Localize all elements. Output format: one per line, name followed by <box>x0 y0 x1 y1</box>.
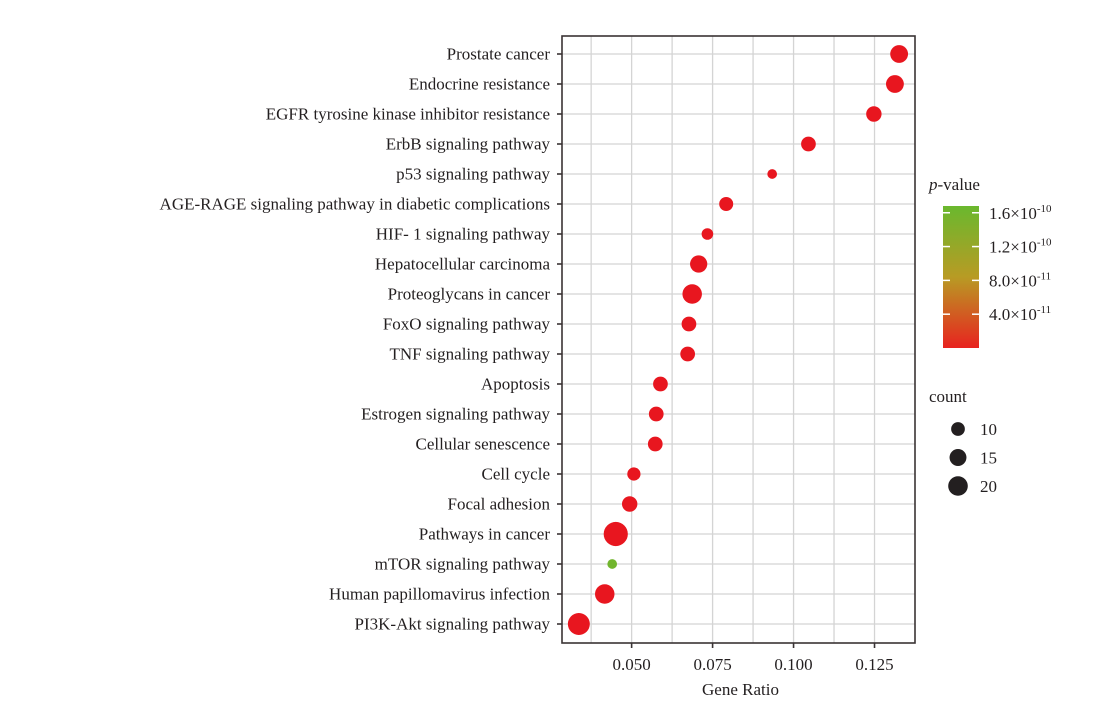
colorbar-tick-label: 1.2×10-10 <box>989 237 1052 257</box>
plot-frame <box>561 35 916 644</box>
plot-border <box>561 35 916 644</box>
x-axis-title: Gene Ratio <box>702 680 779 699</box>
data-point <box>719 197 734 211</box>
p-value-legend: p-value 1.6×10-10 1.2×10-10 8.0×10-11 4.0×10… <box>928 175 1052 348</box>
data-point <box>681 316 697 332</box>
y-tick-label: mTOR signaling pathway <box>375 555 551 574</box>
p-value-legend-title: p-value <box>928 175 980 194</box>
data-points <box>567 45 909 635</box>
y-tick-label: Cell cycle <box>482 465 550 484</box>
data-point <box>682 284 702 304</box>
count-legend-label: 10 <box>980 420 997 439</box>
y-tick-label: EGFR tyrosine kinase inhibitor resistanc… <box>266 105 550 124</box>
y-tick-label: Estrogen signaling pathway <box>361 405 550 424</box>
y-tick-label: Cellular senescence <box>415 435 550 454</box>
count-legend-dot <box>948 476 968 496</box>
count-legend-dot <box>951 422 965 436</box>
data-point <box>603 521 628 547</box>
x-tick-label: 0.125 <box>855 655 893 674</box>
data-point <box>595 584 615 604</box>
count-legend-label: 20 <box>980 477 997 496</box>
data-point <box>690 255 708 273</box>
data-point <box>653 376 668 392</box>
y-tick-label: PI3K-Akt signaling pathway <box>355 615 551 634</box>
y-tick-label: Human papillomavirus infection <box>329 585 550 604</box>
y-tick-label: HIF- 1 signaling pathway <box>376 225 551 244</box>
y-tick-label: ErbB signaling pathway <box>386 135 551 154</box>
plot-background <box>562 36 915 643</box>
y-tick-label: Focal adhesion <box>448 495 551 514</box>
data-point <box>627 467 641 481</box>
count-legend-title: count <box>929 387 967 406</box>
data-point <box>767 169 778 179</box>
count-legend-label: 15 <box>980 449 997 468</box>
x-axis: 0.050 0.075 0.100 0.125 <box>613 643 894 674</box>
x-tick-label: 0.050 <box>613 655 651 674</box>
x-tick-label: 0.075 <box>693 655 731 674</box>
data-point <box>647 436 663 452</box>
y-tick-label: p53 signaling pathway <box>396 165 550 184</box>
data-point <box>648 406 664 422</box>
data-point <box>607 559 618 569</box>
data-point <box>801 136 816 152</box>
colorbar-tick-label: 4.0×10-11 <box>989 304 1051 324</box>
y-tick-label: AGE-RAGE signaling pathway in diabetic c… <box>160 195 550 214</box>
colorbar-tick-label: 8.0×10-11 <box>989 270 1051 290</box>
y-tick-label: Hepatocellular carcinoma <box>375 255 551 274</box>
y-tick-label: FoxO signaling pathway <box>383 315 551 334</box>
grid-lines <box>562 36 915 643</box>
colorbar-tick-label: 1.6×10-10 <box>989 203 1052 223</box>
y-tick-label: TNF signaling pathway <box>389 345 550 364</box>
data-point <box>567 613 590 635</box>
count-legend: count 10 15 20 <box>929 387 997 496</box>
y-axis: Prostate cancer Endocrine resistance EGFR … <box>160 45 562 634</box>
y-tick-label: Apoptosis <box>481 375 550 394</box>
data-point <box>866 106 882 122</box>
data-point <box>680 346 696 362</box>
data-point <box>701 228 714 240</box>
x-tick-label: 0.100 <box>774 655 812 674</box>
y-tick-label: Pathways in cancer <box>419 525 551 544</box>
y-tick-label: Proteoglycans in cancer <box>388 285 551 304</box>
data-point <box>885 75 904 93</box>
data-point <box>890 45 909 63</box>
count-legend-dot <box>949 449 967 466</box>
y-tick-label: Endocrine resistance <box>409 75 550 94</box>
y-tick-label: Prostate cancer <box>447 45 551 64</box>
data-point <box>621 496 638 512</box>
p-value-colorbar <box>943 206 979 348</box>
